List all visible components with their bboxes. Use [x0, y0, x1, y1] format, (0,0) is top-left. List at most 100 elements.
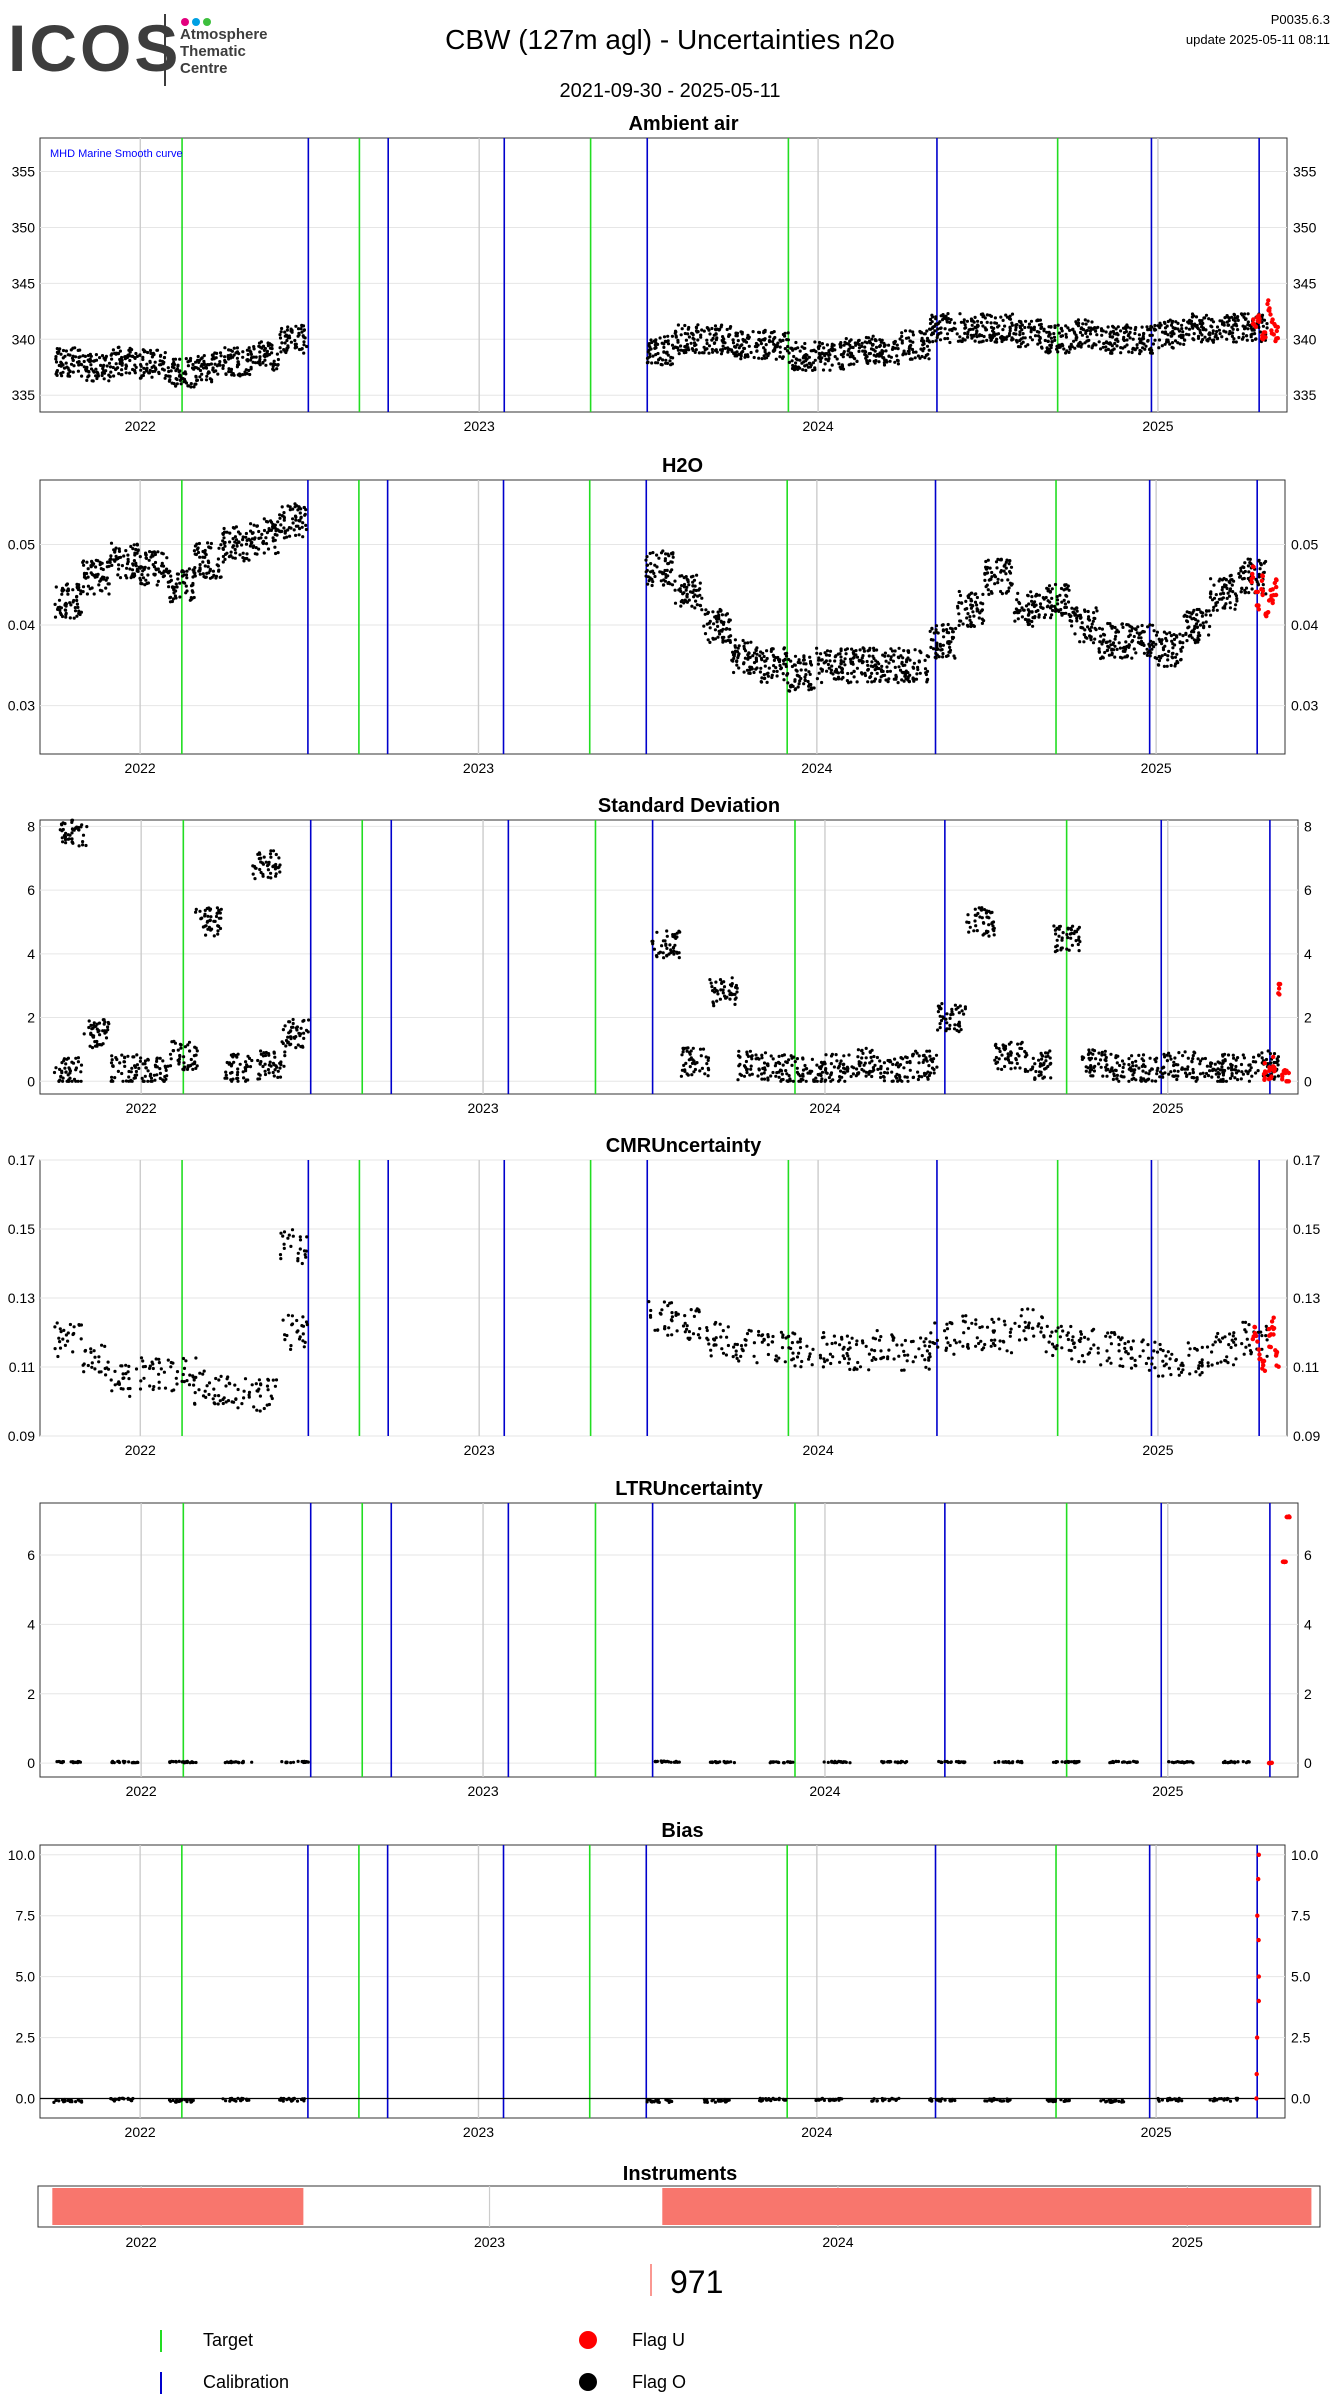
data-point-flag-o — [54, 355, 58, 359]
data-point-flag-o — [895, 343, 899, 347]
data-point-flag-o — [773, 1064, 778, 1068]
data-point-flag-o — [784, 664, 788, 669]
data-point-flag-o — [662, 345, 666, 349]
data-point-flag-o — [278, 333, 282, 337]
data-point-flag-o — [928, 340, 932, 344]
data-point-flag-o — [1021, 340, 1025, 344]
data-point-flag-o — [276, 357, 280, 362]
data-point-flag-u — [1271, 593, 1276, 598]
data-point-flag-o — [870, 671, 874, 676]
data-point-flag-o — [111, 1064, 115, 1068]
data-point-flag-o — [860, 341, 864, 345]
data-point-flag-o — [176, 577, 180, 581]
data-point-flag-o — [219, 354, 223, 358]
data-point-flag-o — [144, 367, 148, 372]
data-point-flag-o — [823, 1079, 827, 1083]
data-point-flag-o — [1232, 313, 1237, 317]
data-point-flag-o — [1128, 633, 1132, 637]
data-point-flag-o — [999, 315, 1003, 319]
data-point-flag-o — [962, 1012, 966, 1016]
data-point-flag-o — [162, 360, 166, 364]
data-point-flag-o — [805, 1067, 809, 1071]
data-point-flag-o — [658, 356, 662, 360]
data-point-flag-o — [61, 1079, 65, 1083]
data-point-flag-o — [1196, 336, 1201, 340]
data-point-flag-o — [987, 923, 991, 927]
data-point-flag-o — [1028, 335, 1032, 339]
data-point-flag-o — [244, 1079, 248, 1083]
data-point-flag-o — [289, 1042, 293, 1046]
data-point-flag-o — [66, 592, 70, 596]
data-point-flag-o — [1241, 324, 1245, 328]
data-point-flag-o — [1001, 328, 1005, 332]
data-point-flag-o — [902, 1066, 906, 1070]
data-point-flag-o — [96, 572, 100, 577]
data-point-flag-o — [958, 312, 962, 316]
data-point-flag-o — [1048, 600, 1052, 604]
data-point-flag-o — [841, 1063, 845, 1067]
data-point-flag-o — [666, 334, 670, 338]
data-point-flag-o — [773, 348, 777, 352]
data-point-flag-o — [660, 363, 664, 367]
data-point-flag-o — [823, 362, 827, 366]
data-point-flag-o — [55, 370, 59, 374]
data-point-flag-o — [911, 350, 916, 354]
data-point-flag-o — [995, 566, 999, 570]
data-point-flag-o — [59, 364, 63, 368]
data-point-flag-o — [90, 379, 94, 383]
data-point-flag-o — [1079, 326, 1084, 330]
data-point-flag-o — [990, 921, 994, 925]
data-point-flag-o — [93, 575, 97, 579]
data-point-flag-o — [191, 1067, 195, 1071]
data-point-flag-o — [276, 551, 280, 555]
data-point-flag-o — [159, 353, 163, 357]
data-point-flag-o — [1170, 321, 1174, 325]
data-point-flag-o — [1181, 634, 1185, 638]
data-point-flag-o — [952, 654, 956, 658]
data-point-flag-o — [1132, 647, 1136, 651]
data-point-flag-o — [684, 348, 688, 352]
data-point-flag-o — [693, 343, 697, 348]
data-point-flag-o — [708, 332, 712, 336]
data-point-flag-o — [279, 350, 283, 354]
data-point-flag-o — [1227, 323, 1231, 327]
data-point-flag-o — [1129, 326, 1133, 330]
data-point-flag-o — [857, 346, 862, 350]
data-point-flag-o — [986, 558, 990, 562]
data-point-flag-o — [852, 675, 856, 679]
data-point-flag-o — [973, 919, 977, 923]
data-point-flag-o — [1048, 606, 1053, 610]
data-point-flag-o — [262, 517, 266, 521]
data-point-flag-o — [925, 680, 929, 684]
data-point-flag-o — [1097, 340, 1101, 344]
data-point-flag-o — [852, 1066, 856, 1070]
data-point-flag-o — [1230, 334, 1234, 338]
data-point-flag-o — [116, 573, 120, 577]
data-point-flag-o — [942, 316, 946, 321]
data-point-flag-o — [282, 510, 286, 515]
data-point-flag-o — [706, 1058, 710, 1062]
data-point-flag-o — [993, 1043, 998, 1048]
data-point-flag-o — [725, 627, 729, 631]
data-point-flag-o — [84, 843, 88, 848]
data-point-flag-o — [847, 1053, 851, 1057]
data-point-flag-o — [266, 1068, 270, 1072]
data-point-flag-o — [871, 665, 875, 669]
data-point-flag-o — [72, 364, 76, 368]
data-point-flag-o — [718, 632, 722, 636]
data-point-flag-o — [1018, 333, 1022, 337]
data-point-flag-o — [214, 576, 218, 580]
data-point-flag-o — [656, 342, 660, 346]
data-point-flag-o — [1230, 583, 1234, 587]
data-point-flag-o — [1152, 645, 1156, 649]
data-point-flag-o — [806, 679, 810, 684]
data-point-flag-o — [59, 1074, 63, 1078]
data-point-flag-o — [745, 1070, 749, 1075]
data-point-flag-o — [682, 582, 687, 587]
data-point-flag-o — [1186, 626, 1190, 630]
data-point-flag-o — [1152, 327, 1156, 331]
data-point-flag-o — [248, 544, 252, 548]
data-point-flag-o — [713, 324, 718, 328]
data-point-flag-o — [1157, 654, 1161, 659]
data-point-flag-o — [807, 361, 811, 365]
